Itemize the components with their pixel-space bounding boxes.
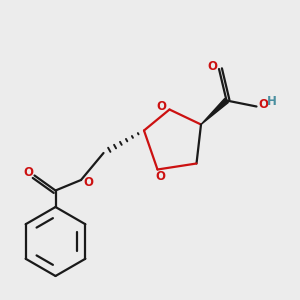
Text: O: O — [258, 98, 268, 111]
Text: O: O — [83, 176, 94, 189]
Text: H: H — [266, 95, 276, 108]
Text: O: O — [155, 170, 166, 184]
Text: O: O — [156, 100, 166, 113]
Text: O: O — [23, 166, 34, 179]
Text: O: O — [207, 59, 218, 73]
Polygon shape — [201, 98, 228, 124]
